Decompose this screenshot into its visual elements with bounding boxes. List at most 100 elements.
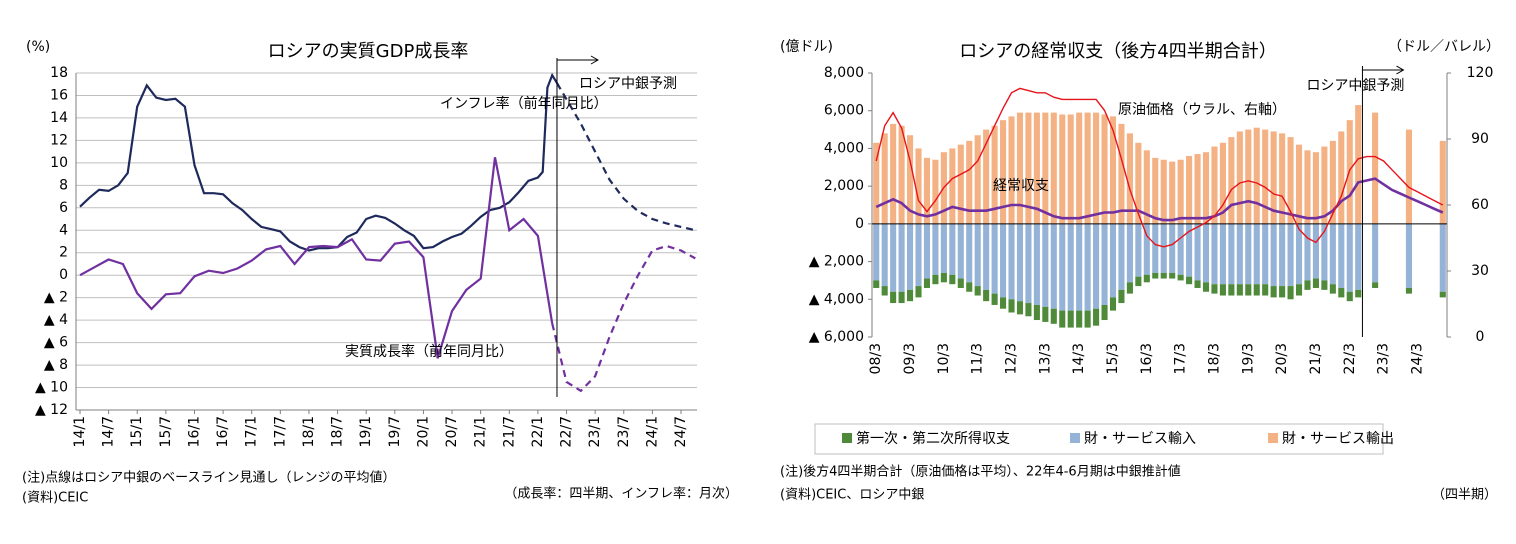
line [79,157,554,359]
series-label: 経常収支 [993,178,1049,194]
y-tick-label: 12 [50,132,68,148]
bar [1405,223,1412,288]
bar [991,125,998,224]
bar [1008,116,1015,224]
bar [1126,282,1133,294]
y-tick-label: 6,000 [824,103,864,119]
y-tick-label: 8 [59,177,68,193]
bar [1245,284,1252,296]
forecast-arrowhead [1396,65,1405,75]
x-tick-label: 22/3 [1342,343,1358,374]
bar [1169,161,1176,224]
bar [1228,284,1235,296]
bar [940,272,947,283]
bar [1279,133,1286,224]
bar [1169,223,1176,273]
bar [1033,223,1040,305]
bar [1279,286,1286,298]
bar [1295,284,1303,296]
bar [915,223,922,287]
bar [1160,223,1167,273]
x-tick-label: 16/7 [215,416,231,447]
bar [949,223,956,275]
bar [1202,282,1210,292]
bar [1245,223,1252,285]
bar [1067,114,1074,224]
y2-tick-label: 120 [1467,65,1494,81]
bar [881,286,888,296]
bar [1152,223,1159,273]
bar [1033,304,1040,321]
line [875,177,1444,222]
bar [1262,223,1269,285]
note: （成長率：四半期、インフレ率：月次） [504,486,738,502]
bar [1202,223,1210,283]
bar [1312,223,1319,279]
bar [991,223,998,294]
bar [1219,284,1226,296]
y-tick-label: 0 [855,216,864,232]
bar [1050,223,1057,309]
bar [1050,112,1057,224]
bar [1338,287,1345,298]
bar [1152,272,1159,279]
series-label: インフレ率（前年同月比） [440,95,608,112]
bar [1338,223,1345,288]
bar [1312,152,1319,224]
bar [1143,223,1150,275]
bar [949,148,956,224]
y-tick-label: 2,000 [824,178,864,194]
bar [907,223,914,290]
bar [923,223,931,279]
bar [1000,297,1007,309]
note: （四半期） [1432,488,1497,503]
bar [1076,112,1083,224]
bar [923,157,931,224]
bar [1076,223,1083,311]
bar [1355,223,1362,290]
bar [1287,286,1294,300]
bar [1059,310,1066,328]
bar [1295,223,1303,285]
bar [1177,223,1184,275]
y-tick-label: ▲ 10 [35,380,68,396]
x-tick-label: 14/7 [101,416,117,447]
bar [1270,286,1277,298]
bar [1372,223,1379,283]
x-tick-label: 20/7 [444,416,460,447]
bar [1016,301,1024,315]
bar [1321,223,1328,281]
y2-tick-label: 90 [1471,131,1489,147]
bar [1228,137,1235,224]
bar [1228,223,1235,285]
bar [923,278,931,288]
forecast-line [551,244,696,393]
bar [1211,223,1218,285]
bar [1008,223,1015,300]
y-tick-label: 10 [50,155,68,171]
y2-unit: （ドル／バレル） [1388,39,1500,55]
bar [1101,304,1108,321]
bar [1236,284,1243,296]
bar [1076,310,1083,328]
bar [1033,112,1040,224]
bar [898,125,905,224]
bar [1405,287,1412,294]
bar [1084,112,1091,224]
bar [1329,223,1336,285]
bar [1219,142,1226,224]
bar [1177,159,1184,224]
bar [1262,284,1269,296]
bar [1126,223,1133,283]
y-tick-label: ▲ 2,000 [809,254,864,270]
x-tick-label: 14/3 [1071,343,1087,374]
x-tick-label: 21/7 [501,416,517,447]
bar [1219,223,1226,285]
series-label: 原油価格（ウラル、右軸） [1118,102,1286,118]
bar [1355,105,1362,224]
bar [983,289,990,302]
bar [1270,131,1277,224]
bar [1084,310,1091,328]
bar [1109,223,1117,298]
y-tick-label: 18 [50,65,68,81]
